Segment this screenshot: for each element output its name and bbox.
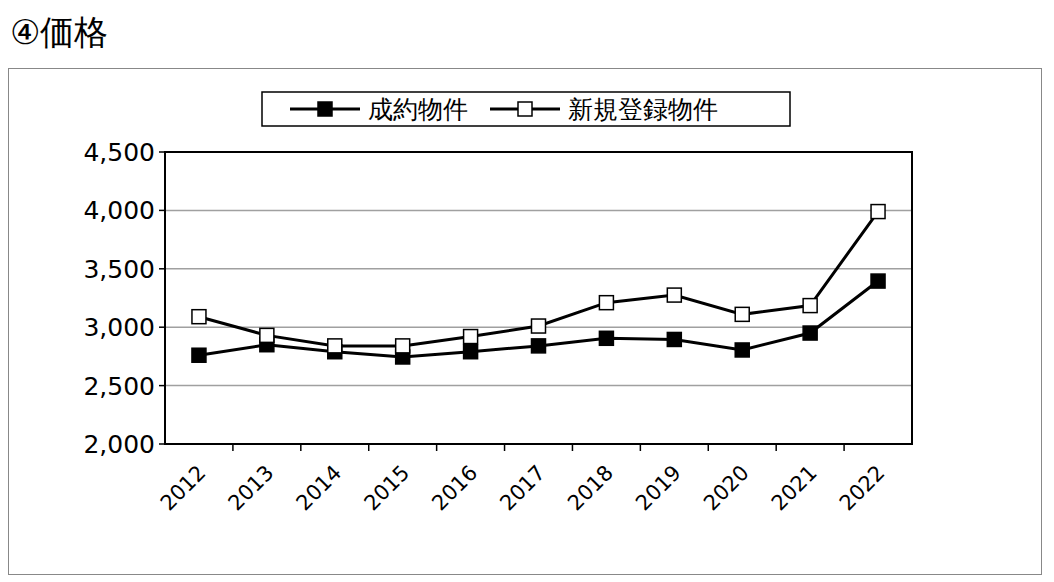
legend: 成約物件 新規登録物件 <box>262 92 790 126</box>
point-marker <box>328 339 342 353</box>
point-marker <box>192 348 206 362</box>
x-tick <box>775 444 777 451</box>
point-marker <box>735 307 749 321</box>
y-tick-label: 2,500 <box>83 372 155 401</box>
point-marker <box>260 328 274 342</box>
x-tick <box>232 444 234 451</box>
x-tick <box>843 444 845 451</box>
x-tick-label: 2016 <box>427 461 482 516</box>
legend-label: 新規登録物件 <box>568 95 718 124</box>
x-tick <box>504 444 506 451</box>
x-tick-label: 2014 <box>292 461 347 516</box>
y-tick-label: 4,500 <box>83 138 155 167</box>
x-tick-label: 2012 <box>156 461 211 516</box>
x-tick <box>640 444 642 451</box>
y-tick-label: 4,000 <box>83 196 155 225</box>
y-tick-label: 3,000 <box>83 313 155 342</box>
point-marker <box>871 274 885 288</box>
point-marker <box>464 345 478 359</box>
point-marker <box>599 331 613 345</box>
x-tick-label: 2015 <box>359 461 414 516</box>
point-marker <box>396 339 410 353</box>
x-tick-label: 2020 <box>699 461 754 516</box>
y-tick-label: 3,500 <box>83 255 155 284</box>
point-marker <box>803 326 817 340</box>
chart: ④価格2,0002,5003,0003,5004,0004,5002012201… <box>0 0 1054 582</box>
point-marker <box>599 296 613 310</box>
point-marker <box>803 299 817 313</box>
point-marker <box>532 339 546 353</box>
series-line <box>199 281 878 357</box>
chart-frame <box>9 69 1042 575</box>
legend-label: 成約物件 <box>368 95 468 124</box>
point-marker <box>192 310 206 324</box>
legend-marker <box>518 102 532 116</box>
y-tick-label: 2,000 <box>83 430 155 459</box>
point-marker <box>735 343 749 357</box>
plot-frame <box>165 152 912 444</box>
x-tick-label: 2018 <box>563 461 618 516</box>
x-tick-label: 2017 <box>495 461 550 516</box>
x-tick <box>572 444 574 451</box>
series-line <box>199 212 878 346</box>
x-tick-label: 2021 <box>767 461 822 516</box>
plot-area <box>192 205 885 364</box>
x-tick <box>436 444 438 451</box>
point-marker <box>532 319 546 333</box>
point-marker <box>667 288 681 302</box>
grid-line <box>165 268 912 270</box>
title: ④価格 <box>10 12 108 52</box>
x-tick-label: 2019 <box>631 461 686 516</box>
chart-root: ④価格2,0002,5003,0003,5004,0004,5002012201… <box>0 0 1054 582</box>
point-marker <box>464 330 478 344</box>
x-tick-label: 2013 <box>224 461 279 516</box>
x-tick <box>300 444 302 451</box>
grid-line <box>165 385 912 387</box>
x-tick <box>368 444 370 451</box>
point-marker <box>871 205 885 219</box>
grid-line <box>165 210 912 212</box>
point-marker <box>667 332 681 346</box>
legend-marker <box>318 102 332 116</box>
x-tick-label: 2022 <box>835 461 890 516</box>
legend-box <box>262 92 790 126</box>
x-tick <box>708 444 710 451</box>
